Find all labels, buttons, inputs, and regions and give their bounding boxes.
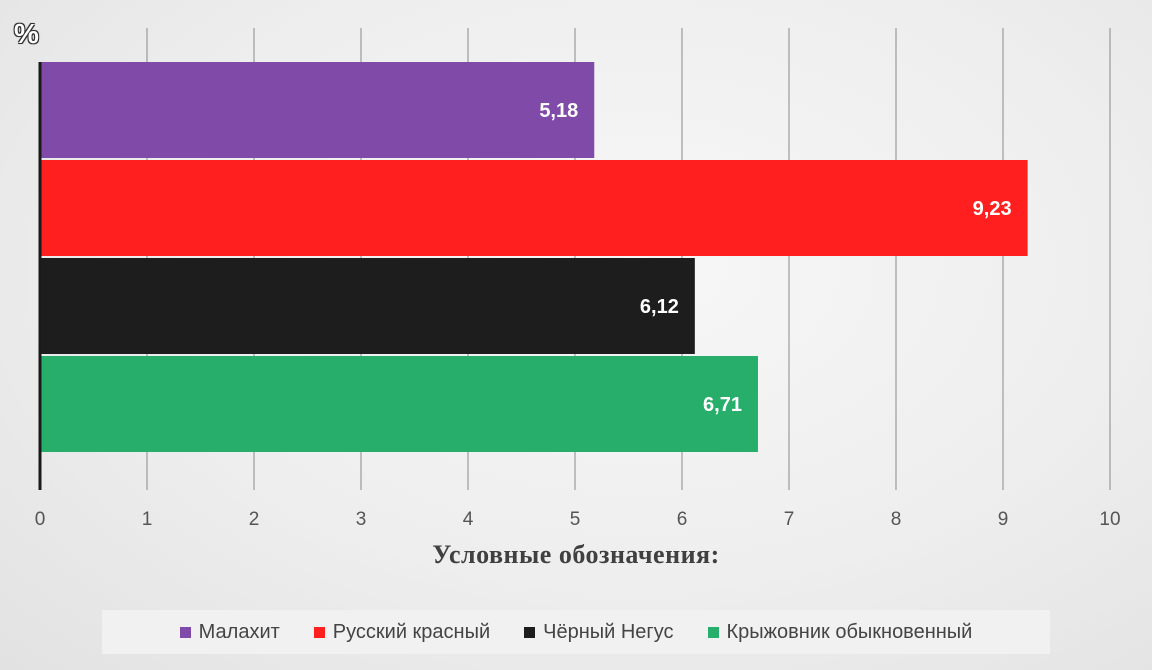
chart-plot: 0 1 2 3 4 5 6 7 8 9 10 5,18 9,23 6,12 6,71: [35, 28, 1121, 530]
x-tick-label: 9: [998, 509, 1009, 530]
x-tick-label: 4: [463, 509, 474, 530]
data-label: 6,71: [703, 394, 742, 416]
legend-label: Чёрный Негус: [543, 620, 674, 643]
legend-label: Малахит: [198, 620, 280, 643]
legend: Малахит Русский красный Чёрный Негус Крыжов…: [102, 610, 1050, 654]
bar: [40, 258, 695, 354]
x-tick-label: 6: [677, 509, 688, 530]
legend-label: Русский красный: [332, 620, 491, 643]
data-label: 6,12: [640, 296, 679, 318]
legend-swatch: [707, 626, 719, 638]
x-tick-label: 0: [35, 509, 46, 530]
legend-swatch: [313, 626, 325, 638]
legend-label: Крыжовник обыкновенный: [726, 620, 973, 643]
x-tick-label: 1: [142, 509, 153, 530]
legend-title: Условные обозначения:: [432, 540, 720, 569]
legend-item: Русский красный: [313, 620, 491, 644]
legend-swatch: [179, 626, 191, 638]
bar: [40, 356, 758, 452]
x-tick-label: 2: [249, 509, 260, 530]
x-tick-label: 5: [570, 509, 581, 530]
x-tick-label: 8: [891, 509, 902, 530]
bar: [40, 62, 595, 158]
legend-item: Малахит: [179, 620, 280, 644]
x-tick-label: 10: [1099, 509, 1120, 530]
data-label: 5,18: [539, 100, 578, 122]
y-unit-label: %: [14, 18, 39, 49]
legend-item: Чёрный Негус: [524, 620, 674, 644]
legend-swatch: [524, 626, 536, 638]
bar: [40, 160, 1028, 256]
legend-item: Крыжовник обыкновенный: [707, 620, 973, 644]
x-tick-label: 7: [784, 509, 795, 530]
x-tick-label: 3: [356, 509, 367, 530]
data-label: 9,23: [973, 198, 1012, 220]
